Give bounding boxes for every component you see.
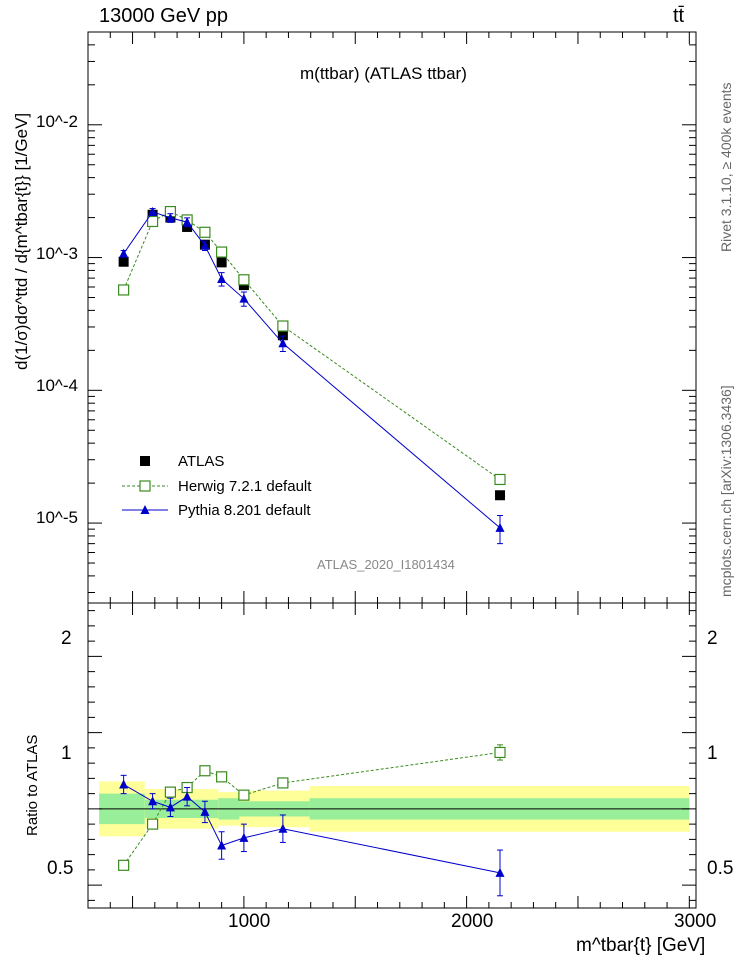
ratio-point-0	[118, 859, 130, 871]
data-point-1	[118, 284, 130, 296]
ratio-y-axis-label: Ratio to ATLAS	[24, 734, 41, 836]
legend-label-atlas: ATLAS	[178, 453, 225, 470]
legend-label-pythia: Pythia 8.201 default	[178, 502, 311, 519]
ratio-point-1	[119, 779, 129, 789]
ratio-point-0	[216, 771, 228, 783]
data-point-0	[495, 490, 506, 501]
data-point-2	[495, 522, 505, 532]
data-point-2	[182, 217, 192, 227]
ratio-point-1	[217, 840, 227, 850]
data-point-1	[238, 274, 250, 286]
data-point-0	[277, 330, 288, 341]
data-point-2	[278, 338, 288, 348]
ratio-line-0	[123, 751, 501, 866]
ratio-point-1	[200, 806, 210, 816]
ratio-point-0	[199, 765, 211, 777]
ratio-y-tick-label: 2	[61, 628, 72, 649]
main-y-axis-label: d(1/σ)dσ^ttd / d{m^tbar{t}} [1/GeV]	[12, 112, 31, 370]
ratio-plot-frame	[87, 602, 697, 909]
ratio-point-1	[239, 832, 249, 842]
main-y-tick-label: 10^-5	[36, 508, 79, 527]
ratio-point-1	[182, 791, 192, 801]
legend-marker	[140, 505, 150, 514]
ratio-point-0	[238, 789, 250, 801]
data-point-2	[148, 206, 158, 216]
ratio-y-tick-label-right: 1	[707, 743, 718, 764]
ratio-y-tick-label: 1	[61, 743, 72, 764]
data-point-2	[217, 273, 227, 283]
ratio-point-0	[494, 746, 506, 759]
legend-label-herwig: Herwig 7.2.1 default	[178, 478, 312, 495]
watermark: ATLAS_2020_I1801434	[317, 557, 455, 572]
data-point-1	[146, 215, 159, 228]
data-point-0	[216, 257, 227, 268]
reference-bands	[99, 781, 690, 837]
ratio-point-0	[164, 786, 177, 798]
ratio-point-0	[146, 818, 159, 830]
axis-ticks	[88, 31, 696, 908]
data-point-2	[200, 240, 210, 250]
ratio-y-tick-label-right: 2	[707, 628, 718, 649]
data-point-0	[118, 256, 129, 267]
series-layer	[118, 205, 506, 897]
x-tick-label: 2000	[451, 911, 494, 932]
ratio-point-1	[278, 823, 288, 833]
main-y-tick-label: 10^-4	[36, 376, 79, 395]
main-y-tick-label: 10^-2	[36, 112, 79, 131]
data-point-1	[277, 320, 289, 332]
ratio-point-0	[277, 777, 289, 789]
legend-marker	[140, 456, 150, 466]
data-point-1	[494, 473, 506, 486]
legend	[122, 456, 168, 514]
data-point-1	[216, 246, 228, 258]
data-point-2	[165, 212, 175, 222]
header-left: 13000 GeV pp	[99, 5, 228, 27]
data-point-1	[199, 226, 211, 238]
ratio-point-1	[165, 802, 175, 812]
ratio-point-1	[148, 796, 158, 806]
ratio-point-1	[495, 867, 505, 877]
x-tick-label: 1000	[228, 911, 271, 932]
header-right: tt̄	[673, 5, 685, 27]
series-line-1	[123, 211, 501, 480]
x-axis-label: m^tbar{t} [GeV]	[576, 935, 706, 956]
side-text-top: Rivet 3.1.10, ≥ 400k events	[718, 82, 734, 252]
ratio-y-tick-label-right: 0.5	[707, 858, 734, 879]
ratio-y-tick-label: 0.5	[47, 858, 74, 879]
main-y-tick-label: 10^-3	[36, 244, 79, 263]
legend-marker	[139, 480, 151, 492]
main-plot-title: m(ttbar) (ATLAS ttbar)	[300, 64, 467, 83]
side-text-bottom: mcplots.cern.ch [arXiv:1306.3436]	[718, 385, 734, 597]
data-point-2	[239, 293, 249, 303]
x-tick-label: 3000	[674, 911, 717, 932]
data-point-2	[119, 248, 129, 258]
